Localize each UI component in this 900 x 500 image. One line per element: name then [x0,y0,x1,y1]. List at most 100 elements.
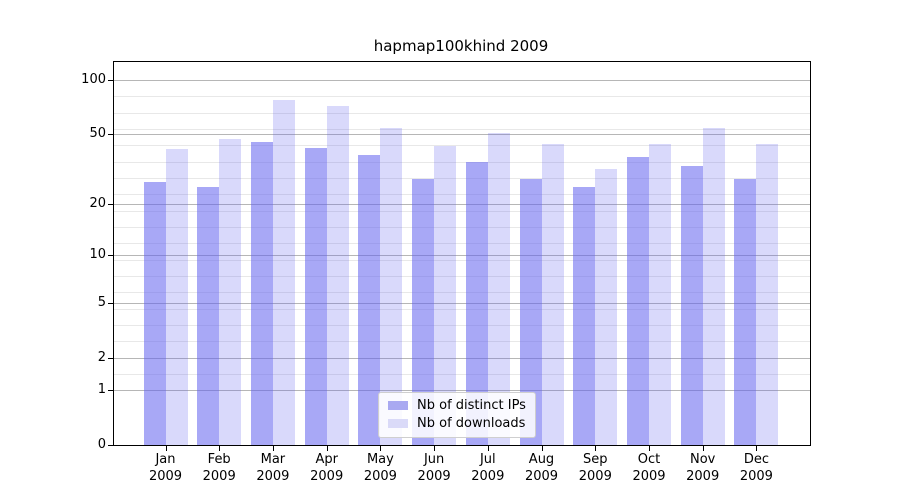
plot-area: 0 1 2 5 10 20 50 100 Jan 2009 Feb 2009 Mar 2009 Apr 200… [81,61,811,484]
x-tick-month: Nov [690,452,716,467]
gridline-minor [114,161,810,163]
bar-downloads [434,145,457,445]
x-tick-year: 2009 [310,468,344,484]
bar-distinct-ips [358,155,381,445]
legend-label: Nb of distinct IPs [417,398,526,413]
bar-downloads [165,149,188,445]
x-tick-label: Feb 2009 [191,452,247,485]
y-tick-mark [108,255,113,257]
bar-downloads [649,144,671,445]
gridline-minor [114,275,810,277]
bar-downloads [487,132,510,445]
y-tick-label: 20 [89,196,106,212]
bar-downloads [756,144,779,445]
x-tick-month: Jun [423,452,445,467]
y-tick-label: 100 [81,72,106,87]
gridline-major [114,303,810,305]
bar-downloads [541,144,564,445]
gridline-major [114,134,810,136]
y-tick-label: 1 [97,382,106,398]
bar-downloads [595,168,618,445]
gridline-minor [114,226,810,228]
x-tick-year: 2009 [686,468,720,484]
gridline-minor [114,145,810,147]
gridline-major [114,204,810,206]
x-tick-label: Oct 2009 [621,452,677,485]
x-tick-mark [595,446,597,451]
x-tick-year: 2009 [632,468,666,484]
x-tick-label: Aug 2009 [514,452,570,485]
bar-distinct-ips [519,178,542,445]
x-tick-mark [702,446,704,451]
x-tick-year: 2009 [363,468,397,484]
gridline-minor [114,243,810,245]
legend-swatch-distinct-ips [388,401,408,410]
x-tick-year: 2009 [524,468,559,484]
gridline-minor [114,341,810,343]
y-tick-label: 0 [97,437,106,452]
gridline-major [114,358,810,360]
y-tick-mark [108,80,113,81]
x-tick-label: Jun 2009 [406,452,462,485]
x-tick-month: Aug [528,452,555,467]
x-tick-mark [541,446,543,451]
x-tick-mark [487,446,489,451]
bar-distinct-ips [143,181,166,445]
x-tick-month: Sep [583,452,608,467]
x-tick-month: Apr [315,452,338,467]
x-tick-label: Jan 2009 [138,452,194,485]
y-tick-mark [108,390,113,392]
bar-downloads [380,128,403,445]
gridline-minor [114,210,810,212]
legend: Nb of distinct IPs Nb of downloads [378,392,536,438]
gridline-minor [114,373,810,375]
bar-downloads [702,128,725,445]
x-tick-mark [756,446,758,451]
x-tick-label: Apr 2009 [299,452,355,485]
gridline-minor [114,292,810,294]
legend-swatch-downloads [388,419,408,428]
y-tick-label: 10 [89,247,106,263]
x-tick-month: Jul [479,452,496,467]
gridline-minor [114,96,810,98]
x-tick-label: Dec 2009 [728,452,784,485]
chart-title: hapmap100khind 2009 [373,37,549,55]
y-tick-mark [108,445,113,446]
x-tick-year: 2009 [471,468,505,484]
bar-downloads [219,138,242,445]
gridline-major [114,390,810,392]
y-tick-mark [108,358,113,360]
gridline-minor [114,129,810,130]
x-tick-mark [165,446,167,451]
x-tick-label: Jul 2009 [460,452,516,485]
x-tick-mark [649,446,650,451]
gridline-minor [114,194,810,196]
gridline-minor [114,259,810,261]
x-tick-year: 2009 [739,468,773,484]
legend-item: Nb of downloads [388,416,526,431]
y-tick-label: 2 [97,350,106,366]
bar-distinct-ips [680,166,703,445]
gridline-minor [114,308,810,310]
x-tick-label: Sep 2009 [567,452,623,485]
gridline-minor [114,178,810,179]
gridline-minor [114,112,810,114]
bar-distinct-ips [412,178,435,445]
bar-distinct-ips [465,161,488,445]
x-tick-year: 2009 [148,468,183,484]
gridline-major [114,80,810,81]
x-tick-mark [219,446,221,451]
y-tick-mark [108,134,113,136]
bar-distinct-ips [734,178,757,445]
bar-downloads [272,100,295,445]
bar-downloads [326,105,349,445]
x-tick-mark [272,446,274,451]
x-tick-label: May 2009 [352,452,408,485]
x-tick-month: Oct [637,452,661,467]
x-tick-year: 2009 [256,468,290,484]
x-tick-month: Feb [207,452,231,467]
gridline-minor [114,324,810,326]
x-tick-mark [380,446,382,451]
x-tick-mark [434,446,436,451]
